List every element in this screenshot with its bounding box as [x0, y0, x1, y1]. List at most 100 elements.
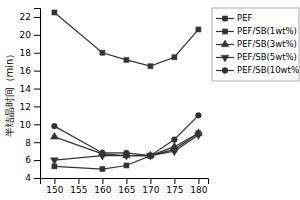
tick: 20 — [20, 30, 40, 40]
tick-mark — [34, 142, 40, 143]
tick-label: 6 — [25, 155, 31, 165]
tick-mark — [150, 178, 151, 184]
tick-label: 14 — [20, 84, 32, 94]
tick: 18 — [20, 48, 40, 58]
tick: 180 — [190, 178, 207, 195]
tick: 4 — [25, 173, 40, 183]
tick-label: 160 — [94, 185, 111, 195]
tick-label: 16 — [20, 66, 32, 76]
point — [171, 142, 179, 149]
tick: 165 — [118, 178, 135, 195]
tick-mark — [34, 124, 40, 125]
tick: 160 — [94, 178, 111, 195]
tick-label: 155 — [70, 185, 87, 195]
tick: 6 — [25, 155, 40, 165]
legend-symbol — [222, 16, 227, 21]
legend-entry: PEF — [216, 13, 252, 23]
point — [148, 153, 154, 159]
y-axis: 4 6 8 10 12 14 16 18 20 22 — [20, 9, 41, 184]
point — [100, 150, 106, 156]
point — [124, 163, 129, 168]
tick-mark — [34, 178, 40, 179]
x-axis: 150 155 160 165 170 175 180 — [41, 178, 209, 195]
tick-mark — [34, 71, 40, 72]
series — [51, 133, 203, 165]
point — [147, 151, 155, 158]
series-line — [54, 12, 198, 66]
y-axis-title: 半结晶时间（min） — [4, 49, 15, 138]
tick: 8 — [25, 138, 40, 148]
legend-label: PEF/SB(3wt%) — [237, 39, 297, 49]
tick-mark — [34, 160, 40, 161]
tick: 175 — [166, 178, 183, 195]
legend-entry: PEF/SB(3wt%) — [216, 39, 297, 49]
tick-mark — [34, 89, 40, 90]
legend-label: PEF/SB(1wt%) — [237, 26, 297, 36]
tick-label: 10 — [20, 120, 32, 130]
point — [172, 137, 178, 143]
tick-mark — [34, 53, 40, 54]
point — [196, 112, 202, 118]
legend-symbol — [222, 29, 227, 34]
tick-label: 18 — [20, 48, 32, 58]
chart: 150 155 160 165 170 175 180 4 6 8 10 12 14 16 18 20 22 半结… — [0, 0, 300, 200]
tick-label: 150 — [46, 185, 63, 195]
series — [52, 10, 201, 69]
legend-symbol — [222, 68, 228, 74]
tick-mark — [34, 106, 40, 107]
tick-mark — [78, 178, 79, 184]
legend-entry: PEF/SB(1wt%) — [216, 26, 297, 36]
point — [172, 55, 177, 60]
tick: 150 — [46, 178, 63, 195]
tick-mark — [34, 35, 40, 36]
plot-area — [51, 10, 203, 172]
tick-label: 175 — [166, 185, 183, 195]
point — [147, 153, 155, 160]
tick: 155 — [70, 178, 87, 195]
tick: 12 — [20, 102, 40, 112]
tick-label: 165 — [118, 185, 135, 195]
tick: 14 — [20, 84, 40, 94]
legend-symbol — [221, 40, 229, 47]
tick-label: 12 — [20, 102, 31, 112]
y-axis-line — [34, 9, 41, 179]
legend-symbol — [221, 55, 229, 62]
tick-label: 4 — [25, 173, 31, 183]
series — [52, 112, 202, 158]
series — [51, 129, 203, 158]
legend-label: PEF/SB(10wt%) — [237, 65, 300, 75]
point — [52, 123, 58, 129]
point — [196, 27, 201, 32]
tick-label: 20 — [20, 30, 32, 40]
point — [148, 64, 153, 69]
point — [100, 167, 105, 172]
tick-mark — [34, 17, 40, 18]
point — [51, 132, 59, 139]
point — [51, 158, 59, 165]
tick-mark — [54, 178, 55, 184]
point — [195, 133, 203, 140]
legend-label: PEF/SB(5wt%) — [237, 52, 297, 62]
point — [100, 50, 105, 55]
point — [52, 10, 57, 15]
tick-label: 170 — [142, 185, 159, 195]
tick: 16 — [20, 66, 40, 76]
tick-label: 8 — [25, 138, 31, 148]
series-line — [54, 115, 198, 155]
tick: 22 — [20, 12, 40, 22]
x-axis-line — [41, 179, 209, 185]
tick: 10 — [20, 120, 40, 130]
tick: 170 — [142, 178, 159, 195]
tick-mark — [126, 178, 127, 184]
point — [148, 153, 153, 158]
point — [124, 57, 129, 62]
legend-entry: PEF/SB(5wt%) — [216, 52, 297, 62]
point — [124, 150, 130, 156]
legend-label: PEF — [237, 13, 252, 23]
tick-label: 180 — [190, 185, 207, 195]
tick-label: 22 — [20, 12, 31, 22]
tick-mark — [102, 178, 103, 184]
legend-entry: PEF/SB(10wt%) — [216, 65, 300, 75]
tick-mark — [174, 178, 175, 184]
tick-mark — [198, 178, 199, 184]
